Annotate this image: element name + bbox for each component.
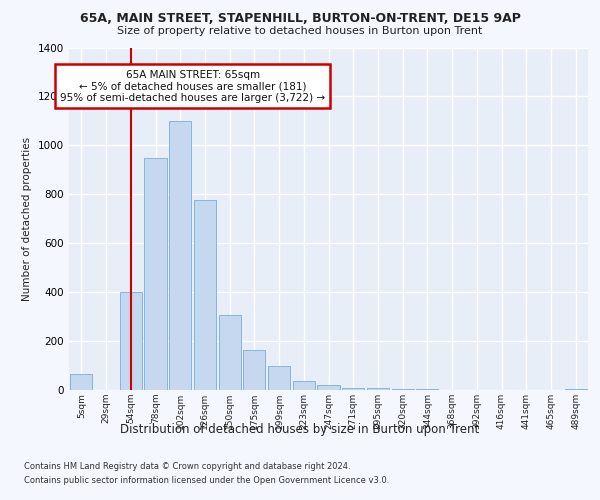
Bar xyxy=(243,350,265,390)
Bar xyxy=(416,389,439,390)
Bar xyxy=(293,382,315,390)
Bar xyxy=(218,316,241,390)
Y-axis label: Number of detached properties: Number of detached properties xyxy=(22,136,32,301)
Bar xyxy=(367,388,389,390)
Bar xyxy=(145,158,167,390)
Bar xyxy=(342,388,364,390)
Text: Contains public sector information licensed under the Open Government Licence v3: Contains public sector information licen… xyxy=(24,476,389,485)
Bar xyxy=(119,292,142,390)
Bar xyxy=(317,385,340,390)
Text: 65A, MAIN STREET, STAPENHILL, BURTON-ON-TRENT, DE15 9AP: 65A, MAIN STREET, STAPENHILL, BURTON-ON-… xyxy=(80,12,520,26)
Text: 65A MAIN STREET: 65sqm
← 5% of detached houses are smaller (181)
95% of semi-det: 65A MAIN STREET: 65sqm ← 5% of detached … xyxy=(60,70,325,102)
Bar xyxy=(169,121,191,390)
Bar xyxy=(392,389,414,390)
Bar xyxy=(194,200,216,390)
Bar xyxy=(565,389,587,390)
Bar xyxy=(70,374,92,390)
Text: Distribution of detached houses by size in Burton upon Trent: Distribution of detached houses by size … xyxy=(121,422,479,436)
Text: Size of property relative to detached houses in Burton upon Trent: Size of property relative to detached ho… xyxy=(118,26,482,36)
Bar xyxy=(268,366,290,390)
Text: Contains HM Land Registry data © Crown copyright and database right 2024.: Contains HM Land Registry data © Crown c… xyxy=(24,462,350,471)
